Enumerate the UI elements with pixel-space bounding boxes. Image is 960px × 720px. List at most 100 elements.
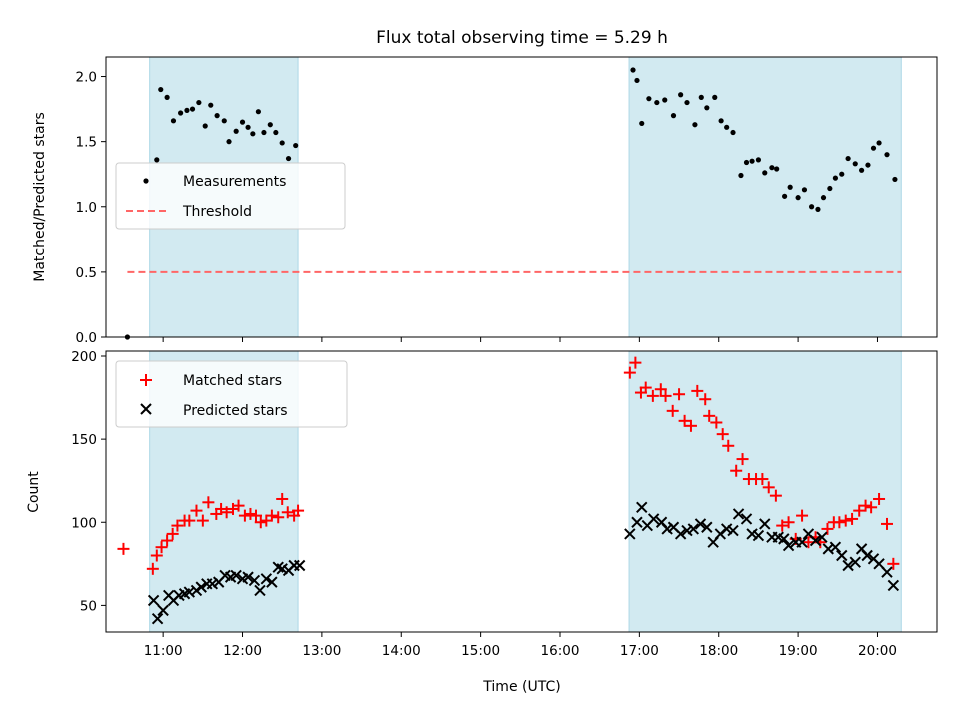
count-x-ticks: 11:00 12:00 13:00 14:00 15:00 16:00 17:00 18:00… (144, 632, 897, 659)
matched-star-point (769, 489, 782, 502)
ratio-legend: Measurements Threshold (115, 162, 346, 230)
measurement-point (202, 123, 208, 129)
measurement-point (884, 152, 890, 158)
legend-threshold-label: Threshold (182, 204, 252, 220)
matched-star-point (716, 428, 729, 441)
measurement-point (832, 175, 839, 181)
measurement-point (808, 204, 815, 210)
measurement-point (795, 195, 801, 201)
count-y-tick-label: 200 (71, 349, 97, 365)
measurement-point (170, 118, 177, 124)
ratio-y-tick-label: 1.0 (76, 200, 97, 216)
matched-star-point (244, 507, 257, 520)
matched-stars-points (117, 356, 900, 575)
ratio-legend-box (115, 162, 346, 230)
ratio-x-ticks (162, 337, 878, 342)
measurement-point (250, 131, 256, 137)
measurement-point (239, 119, 246, 125)
measurement-point (718, 118, 724, 124)
legend-predicted-label: Predicted stars (183, 403, 288, 419)
matched-star-point (776, 519, 789, 532)
matched-star-point (166, 527, 179, 540)
measurement-point (839, 171, 845, 177)
measurement-point (279, 140, 285, 146)
measurement-point (876, 140, 882, 146)
matched-star-point (659, 389, 672, 402)
predicted-star-point (151, 612, 164, 625)
matched-star-point (646, 389, 659, 402)
x-tick-label: 12:00 (223, 643, 262, 659)
x-tick-label: 11:00 (144, 643, 183, 659)
measurement-point (267, 122, 273, 128)
matched-star-point (250, 509, 263, 522)
matched-star-point (865, 501, 878, 514)
predicted-star-point (248, 574, 261, 587)
matched-star-point (730, 464, 743, 477)
predicted-star-point (624, 528, 636, 540)
measurement-point (801, 187, 808, 193)
measurement-point (738, 172, 744, 179)
measurement-point (184, 107, 190, 113)
measurement-point (630, 67, 636, 73)
ratio-y-axis-label: Matched/Predicted stars (32, 112, 48, 282)
matched-star-point (281, 506, 294, 519)
matched-star-point (802, 536, 815, 549)
measurement-points (124, 67, 898, 340)
measurement-point (154, 157, 160, 163)
measurement-point (870, 145, 877, 151)
matched-star-point (673, 388, 686, 401)
measurement-point (285, 155, 292, 162)
ratio-y-tick-label: 0.0 (76, 330, 97, 346)
measurement-point (892, 176, 898, 183)
matched-star-point (654, 383, 667, 396)
x-tick-label: 13:00 (302, 643, 341, 659)
measurement-point (712, 94, 718, 100)
x-axis-label: Time (UTC) (482, 679, 560, 695)
measurement-point (196, 99, 202, 106)
predicted-star-point (842, 559, 854, 572)
x-tick-label: 17:00 (620, 643, 659, 659)
matched-star-point (678, 414, 691, 427)
predicted-star-point (631, 516, 643, 528)
measurement-point (724, 124, 730, 130)
measurement-point (208, 102, 214, 108)
predicted-star-point (195, 581, 207, 593)
legend-matched-label: Matched stars (183, 373, 282, 389)
matched-star-point (873, 492, 886, 505)
predicted-star-point (147, 594, 160, 607)
matched-star-point (703, 409, 716, 422)
measurement-point (749, 158, 755, 164)
predicted-star-point (829, 541, 842, 553)
ratio-y-tick-label: 1.5 (76, 135, 97, 151)
count-y-tick-label: 50 (80, 598, 97, 614)
measurement-point (214, 113, 220, 119)
count-legend-box (115, 360, 348, 428)
predicted-star-point (266, 576, 278, 588)
matched-star-point (254, 516, 267, 529)
matched-star-point (833, 516, 846, 529)
measurement-point (158, 86, 164, 93)
matched-star-point (623, 366, 636, 379)
matched-star-point (629, 356, 642, 369)
matched-star-point (150, 549, 163, 562)
count-legend: Matched stars Predicted stars (115, 360, 348, 428)
count-plot-frame (105, 350, 938, 633)
predicted-star-point (727, 524, 739, 537)
measurement-point (164, 94, 170, 100)
measurement-point (273, 129, 279, 136)
matched-star-point (117, 542, 130, 555)
matched-star-point (853, 504, 866, 517)
matched-star-point (699, 393, 712, 406)
measurement-point (293, 142, 299, 149)
shaded-interval (628, 350, 902, 633)
matched-star-point (196, 514, 209, 527)
predicted-star-point (157, 604, 169, 617)
matched-star-point (639, 381, 652, 394)
measurement-point (178, 110, 184, 116)
predicted-star-point (254, 584, 266, 597)
matched-star-point (859, 499, 872, 512)
measurement-point (852, 161, 858, 167)
predicted-star-point (752, 529, 765, 542)
matched-star-point (232, 499, 245, 512)
x-tick-label: 16:00 (541, 643, 580, 659)
